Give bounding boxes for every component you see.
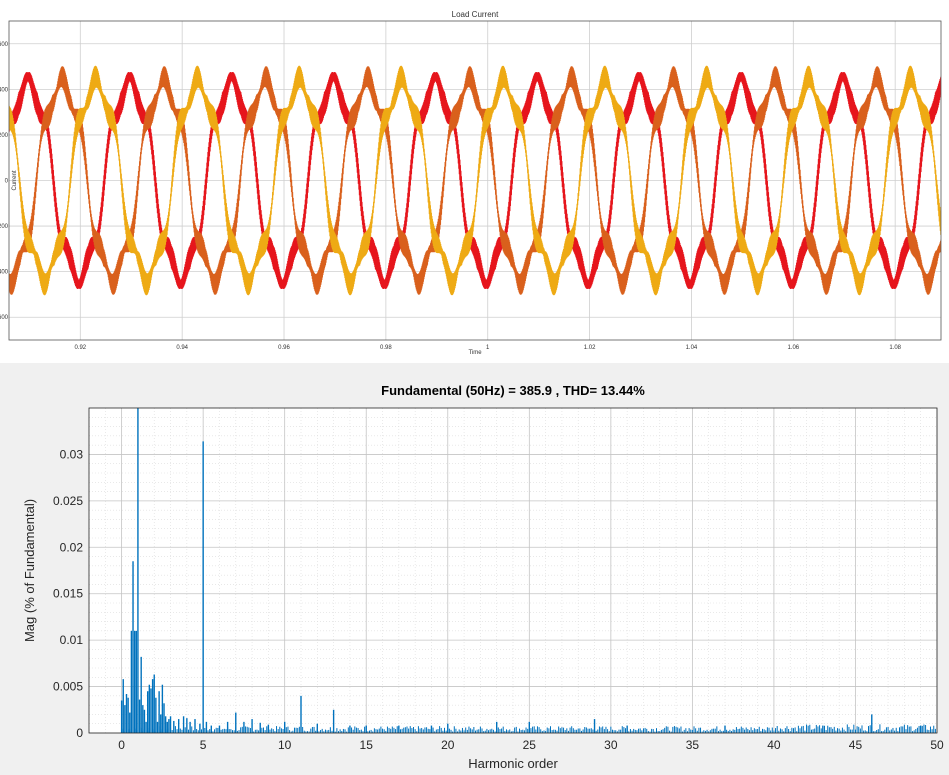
y-tick-label: 200 [0, 133, 9, 139]
x-tick-label: 10 [278, 738, 292, 752]
x-tick-label: 25 [523, 738, 537, 752]
y-tick-label: 0.02 [60, 540, 84, 554]
y-axis-label: Mag (% of Fundamental) [22, 499, 37, 642]
current-phase-line [9, 65, 941, 296]
x-axis-label: Time [468, 350, 482, 356]
current-phase-line [9, 66, 941, 295]
x-tick-label: 5 [200, 738, 207, 752]
fft-analysis-panel: 0 5 10 15 20 25 30 35 40 45 50 0 0.005 0.01 0.015 0.02 0… [0, 363, 949, 775]
x-tick-label: 15 [360, 738, 374, 752]
x-tick-label: 0.94 [176, 345, 188, 351]
x-tick-label: 1.08 [889, 345, 901, 351]
x-tick-label: 0.96 [278, 345, 290, 351]
y-tick-label: 600 [0, 42, 9, 48]
x-tick-label: 1 [486, 345, 490, 351]
y-tick-label: 0.015 [53, 587, 83, 601]
x-tick-label: 1.02 [584, 345, 596, 351]
y-tick-label: 0.025 [53, 494, 83, 508]
x-tick-label: 0.92 [74, 345, 86, 351]
y-tick-label: 400 [0, 87, 9, 93]
x-axis-label: Harmonic order [468, 756, 558, 771]
x-tick-label: 0 [118, 738, 125, 752]
x-tick-label: 40 [767, 738, 781, 752]
x-tick-label: 50 [930, 738, 944, 752]
y-axis-label: Current [12, 170, 18, 190]
y-tick-label: -400 [0, 270, 9, 276]
x-tick-label: 30 [604, 738, 618, 752]
chart-title: Load Current [452, 10, 499, 19]
y-tick-label: 0 [5, 179, 9, 185]
x-tick-label: 1.06 [787, 345, 799, 351]
y-tick-label: -600 [0, 315, 9, 321]
fft-spectrum-chart: 0 5 10 15 20 25 30 35 40 45 50 0 0.005 0.01 0.015 0.02 0… [22, 383, 944, 771]
x-tick-label: 45 [849, 738, 863, 752]
y-tick-label: 0.03 [60, 447, 84, 461]
y-tick-label: 0 [76, 726, 83, 740]
y-tick-label: 0.005 [53, 680, 83, 694]
load-current-panel: 0.92 0.94 0.96 0.98 1 1.02 1.04 1.06 1.08 -600 -40… [0, 0, 949, 363]
plot-frame [8, 20, 942, 341]
plot-frame [88, 407, 938, 734]
chart-title: Fundamental (50Hz) = 385.9 , THD= 13.44% [381, 383, 645, 398]
load-current-chart: 0.92 0.94 0.96 0.98 1 1.02 1.04 1.06 1.08 -600 -40… [0, 10, 942, 356]
x-tick-label: 20 [441, 738, 455, 752]
x-tick-label: 0.98 [380, 345, 392, 351]
x-tick-label: 1.04 [686, 345, 698, 351]
x-tick-label: 35 [686, 738, 700, 752]
y-tick-label: -200 [0, 224, 9, 230]
y-tick-label: 0.01 [60, 633, 84, 647]
